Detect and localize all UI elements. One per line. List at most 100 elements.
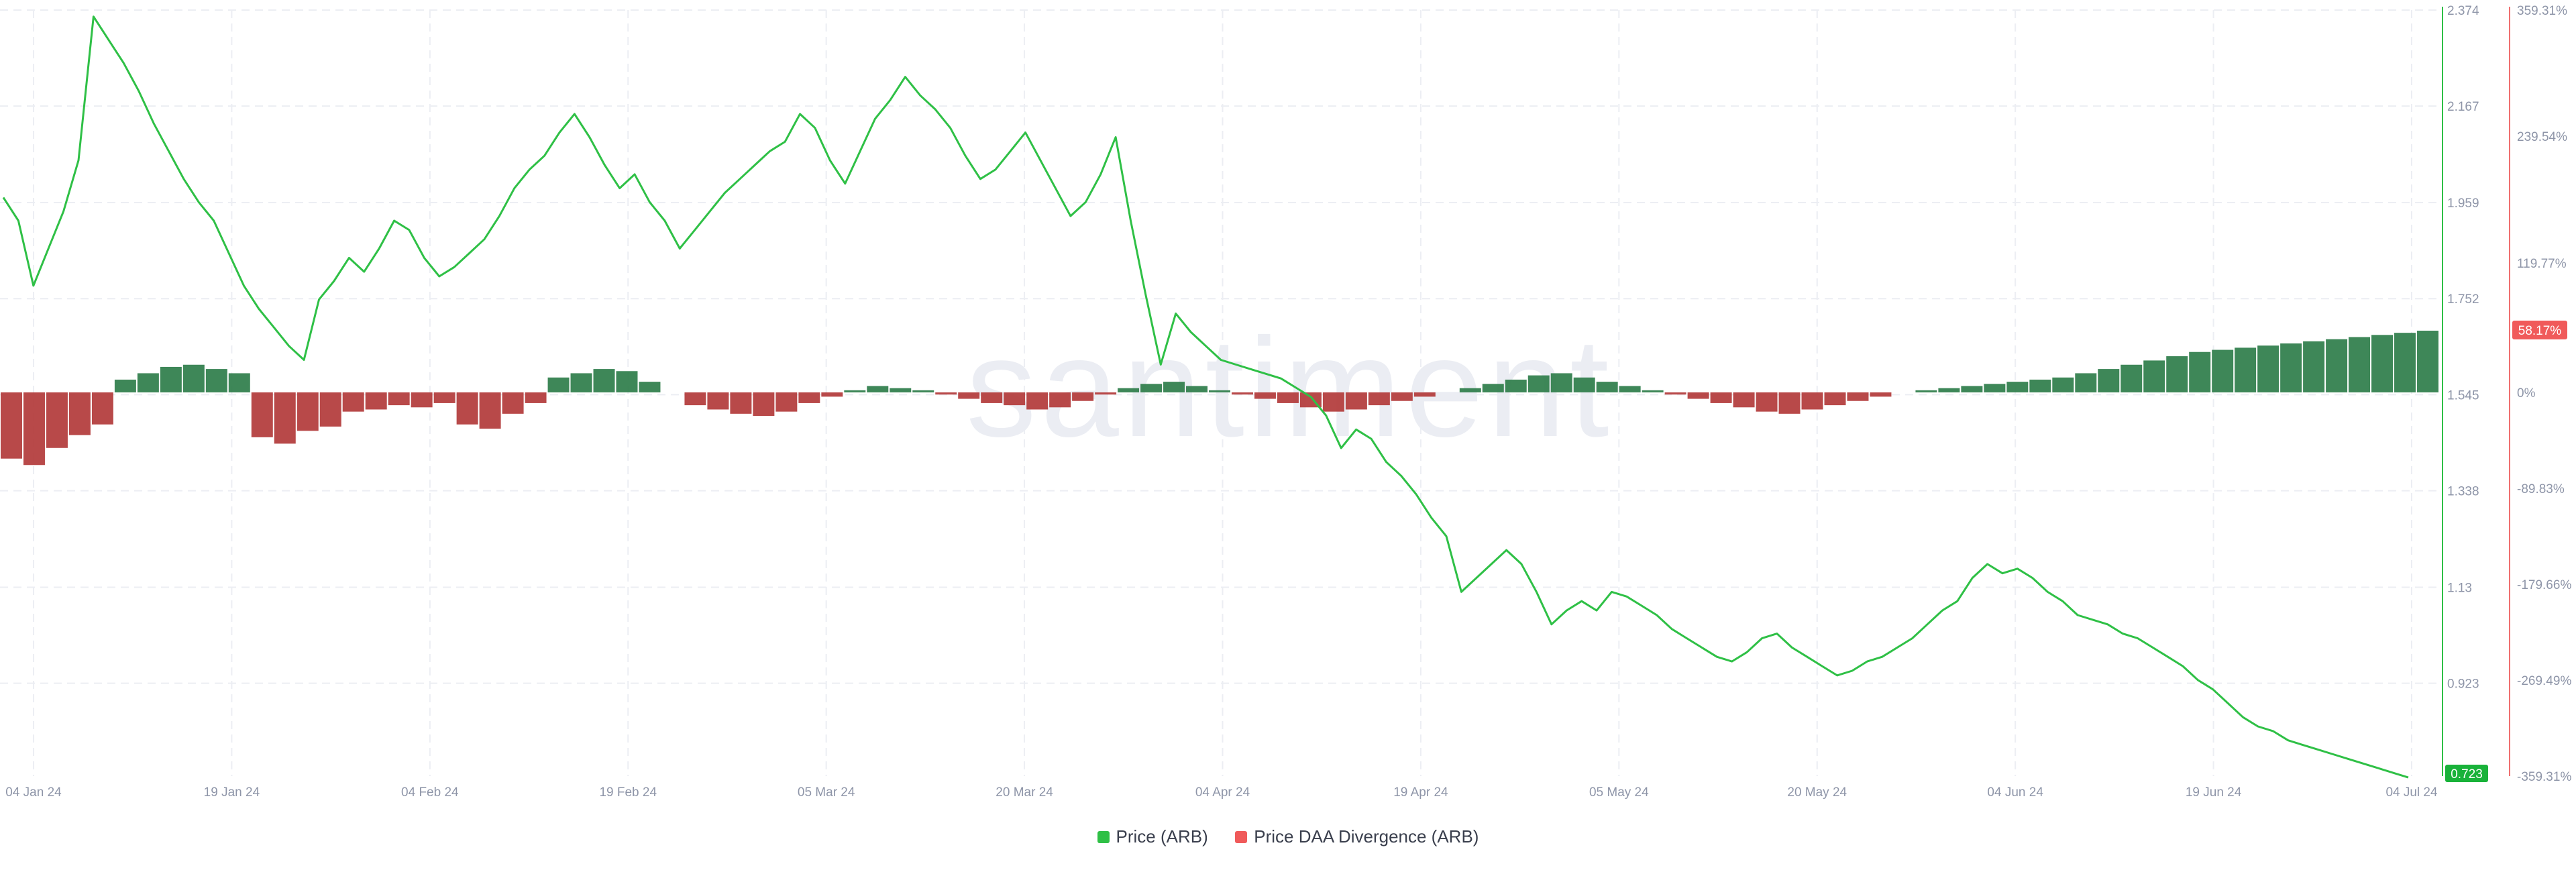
divergence-bar: [1596, 382, 1618, 392]
x-tick-label: 05 Mar 24: [798, 785, 855, 800]
divergence-bar: [867, 386, 889, 392]
divergence-tick-label: 239.54%: [2517, 130, 2567, 144]
chart-legend: Price (ARB) Price DAA Divergence (ARB): [0, 826, 2576, 847]
divergence-bar: [1733, 392, 1755, 408]
divergence-bar: [251, 392, 273, 437]
price-current-badge: [2445, 765, 2488, 782]
divergence-bar: [1824, 392, 1846, 406]
divergence-tick-label: -179.66%: [2517, 578, 2571, 592]
divergence-bar: [1072, 392, 1094, 401]
divergence-bar: [1118, 388, 1140, 392]
divergence-bar: [593, 369, 615, 392]
divergence-bar: [1322, 392, 1344, 412]
price-tick-label: 1.338: [2447, 485, 2479, 499]
divergence-bar: [684, 392, 706, 406]
divergence-bar: [2303, 341, 2325, 392]
divergence-bar: [1459, 388, 1481, 392]
x-tick-label: 04 Feb 24: [401, 785, 459, 800]
divergence-bar: [342, 392, 364, 412]
divergence-bar: [1938, 388, 1960, 392]
divergence-bar: [2349, 337, 2371, 392]
divergence-bar: [1573, 377, 1595, 392]
divergence-tick-label: -269.49%: [2517, 674, 2571, 688]
divergence-bar: [2326, 339, 2348, 392]
divergence-bar: [1345, 392, 1367, 410]
x-tick-label: 19 Jun 24: [2186, 785, 2242, 800]
divergence-bar: [570, 373, 592, 392]
divergence-current-value: 58.17%: [2518, 324, 2562, 338]
price-tick-label: 2.167: [2447, 100, 2479, 114]
divergence-bar: [2280, 343, 2302, 392]
divergence-bar: [1482, 384, 1504, 392]
divergence-bar: [1870, 392, 1892, 397]
x-tick-label: 20 Mar 24: [996, 785, 1053, 800]
divergence-bar: [68, 392, 91, 435]
divergence-bar: [388, 392, 410, 406]
divergence-bar: [616, 371, 638, 392]
divergence-bar: [182, 364, 205, 392]
divergence-tick-label: 0%: [2517, 386, 2536, 400]
divergence-bar: [2371, 335, 2394, 392]
divergence-bar: [844, 390, 866, 392]
divergence-bar: [890, 388, 912, 392]
divergence-bar: [912, 390, 934, 392]
divergence-bar: [1642, 390, 1664, 392]
divergence-bar: [1231, 392, 1253, 395]
divergence-bar: [1413, 392, 1436, 397]
divergence-bar: [1710, 392, 1732, 403]
divergence-bar: [1095, 392, 1117, 395]
divergence-bar: [958, 392, 980, 399]
price-tick-label: 1.13: [2447, 581, 2472, 595]
divergence-bar: [2417, 330, 2438, 392]
divergence-bar: [1847, 392, 1869, 401]
divergence-bar: [707, 392, 729, 410]
divergence-bar: [2121, 364, 2143, 392]
divergence-bar: [639, 382, 661, 392]
divergence-bar: [1186, 386, 1208, 392]
x-tick-label: 04 Jun 24: [1987, 785, 2043, 800]
divergence-bar: [1984, 384, 2006, 392]
divergence-tick-label: 119.77%: [2517, 257, 2567, 271]
divergence-bar: [502, 392, 524, 414]
legend-label-divergence: Price DAA Divergence (ARB): [1254, 826, 1479, 847]
divergence-bar: [775, 392, 798, 412]
price-tick-label: 1.545: [2447, 388, 2479, 402]
divergence-bar: [46, 392, 68, 448]
divergence-bar: [433, 392, 455, 403]
divergence-bar: [1026, 392, 1049, 410]
x-tick-label: 04 Apr 24: [1195, 785, 1250, 800]
divergence-bar: [1961, 386, 1983, 392]
divergence-bar: [1664, 392, 1686, 395]
divergence-bar: [1505, 379, 1527, 392]
x-tick-label: 19 Jan 24: [204, 785, 260, 800]
divergence-bar: [1004, 392, 1026, 406]
divergence-bar: [1391, 392, 1413, 401]
divergence-bar: [411, 392, 433, 408]
divergence-bar: [1915, 390, 1937, 392]
divergence-bar: [1209, 390, 1230, 392]
x-tick-label: 05 May 24: [1589, 785, 1649, 800]
divergence-bar: [2075, 373, 2097, 392]
divergence-bar: [1778, 392, 1801, 414]
divergence-bar: [2143, 360, 2165, 392]
divergence-bar: [1619, 386, 1641, 392]
price-tick-label: 0.923: [2447, 677, 2479, 692]
legend-item-price[interactable]: Price (ARB): [1097, 826, 1208, 847]
x-tick-label: 19 Apr 24: [1393, 785, 1448, 800]
divergence-bar: [2098, 369, 2120, 392]
divergence-bar: [2212, 349, 2234, 392]
x-tick-label: 20 May 24: [1787, 785, 1847, 800]
divergence-bar: [1140, 384, 1163, 392]
divergence-bar: [274, 392, 296, 444]
divergence-bar: [1277, 392, 1299, 403]
divergence-bar: [479, 392, 501, 429]
divergence-bar: [1687, 392, 1709, 399]
divergence-tick-label: -359.31%: [2517, 770, 2571, 784]
divergence-bar: [1, 392, 22, 459]
divergence-bar: [456, 392, 478, 425]
legend-item-divergence[interactable]: Price DAA Divergence (ARB): [1235, 826, 1479, 847]
divergence-bar: [2394, 333, 2416, 392]
divergence-bar: [91, 392, 113, 425]
divergence-bar: [365, 392, 387, 410]
divergence-bar: [2189, 351, 2211, 392]
